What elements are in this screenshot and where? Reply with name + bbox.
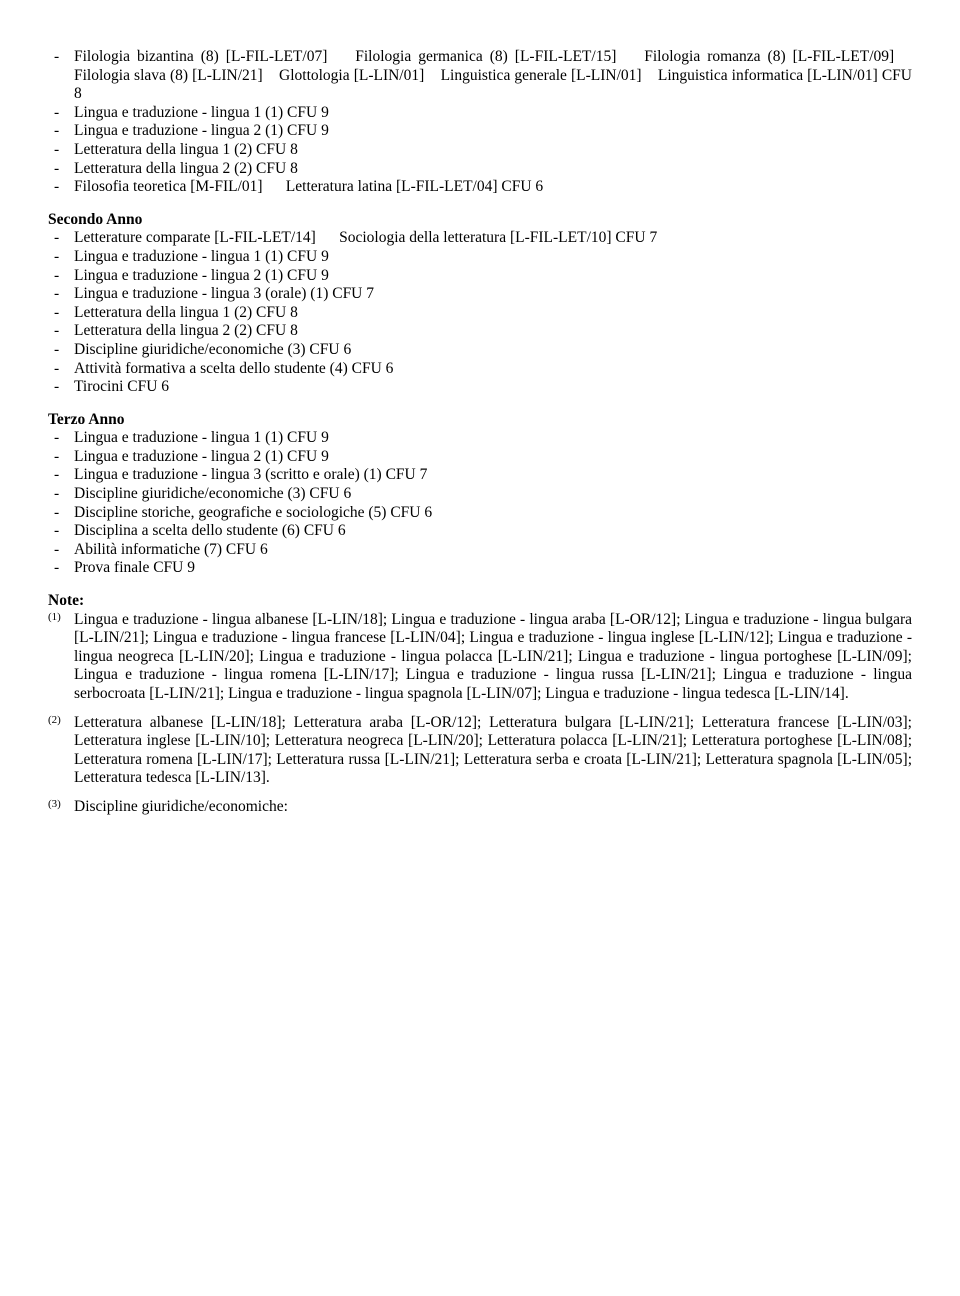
list-item: Lingua e traduzione - lingua 2 (1) CFU 9 — [48, 267, 912, 286]
list-item: Disciplina a scelta dello studente (6) C… — [48, 522, 912, 541]
note-text: Discipline giuridiche/economiche: — [74, 798, 288, 815]
list-item: Lingua e traduzione - lingua 2 (1) CFU 9 — [48, 448, 912, 467]
list-item: Lingua e traduzione - lingua 1 (1) CFU 9 — [48, 429, 912, 448]
note-item: (1) Lingua e traduzione - lingua albanes… — [48, 611, 912, 704]
note-text: Letteratura albanese [L-LIN/18]; Lettera… — [74, 714, 912, 787]
list-item: Letteratura della lingua 2 (2) CFU 8 — [48, 160, 912, 179]
note-sup: (1) — [48, 611, 61, 624]
list-item: Discipline giuridiche/economiche (3) CFU… — [48, 341, 912, 360]
note-item: (3) Discipline giuridiche/economiche: — [48, 798, 912, 817]
note-item: (2) Letteratura albanese [L-LIN/18]; Let… — [48, 714, 912, 788]
list-item: Lingua e traduzione - lingua 3 (scritto … — [48, 466, 912, 485]
list-item: Lingua e traduzione - lingua 1 (1) CFU 9 — [48, 248, 912, 267]
primo-anno-list: Filologia bizantina (8) [L-FIL-LET/07] F… — [48, 48, 912, 197]
list-item: Lingua e traduzione - lingua 3 (orale) (… — [48, 285, 912, 304]
list-item: Abilità informatiche (7) CFU 6 — [48, 541, 912, 560]
note-sup: (3) — [48, 798, 61, 811]
list-item: Lingua e traduzione - lingua 1 (1) CFU 9 — [48, 104, 912, 123]
secondo-anno-list: Letterature comparate [L-FIL-LET/14] Soc… — [48, 229, 912, 396]
list-item: Lingua e traduzione - lingua 2 (1) CFU 9 — [48, 122, 912, 141]
list-item: Tirocini CFU 6 — [48, 378, 912, 397]
note-heading: Note: — [48, 592, 912, 611]
list-item: Discipline giuridiche/economiche (3) CFU… — [48, 485, 912, 504]
terzo-anno-heading: Terzo Anno — [48, 411, 912, 430]
note-sup: (2) — [48, 714, 61, 727]
list-item: Prova finale CFU 9 — [48, 559, 912, 578]
terzo-anno-list: Lingua e traduzione - lingua 1 (1) CFU 9… — [48, 429, 912, 578]
list-item: Letteratura della lingua 2 (2) CFU 8 — [48, 322, 912, 341]
list-item: Letteratura della lingua 1 (2) CFU 8 — [48, 141, 912, 160]
secondo-anno-heading: Secondo Anno — [48, 211, 912, 230]
list-item: Filologia bizantina (8) [L-FIL-LET/07] F… — [48, 48, 912, 104]
list-item: Filosofia teoretica [M-FIL/01] Letteratu… — [48, 178, 912, 197]
note-text: Lingua e traduzione - lingua albanese [L… — [74, 611, 912, 702]
list-item: Attività formativa a scelta dello studen… — [48, 360, 912, 379]
list-item: Letteratura della lingua 1 (2) CFU 8 — [48, 304, 912, 323]
list-item: Letterature comparate [L-FIL-LET/14] Soc… — [48, 229, 912, 248]
list-item: Discipline storiche, geografiche e socio… — [48, 504, 912, 523]
